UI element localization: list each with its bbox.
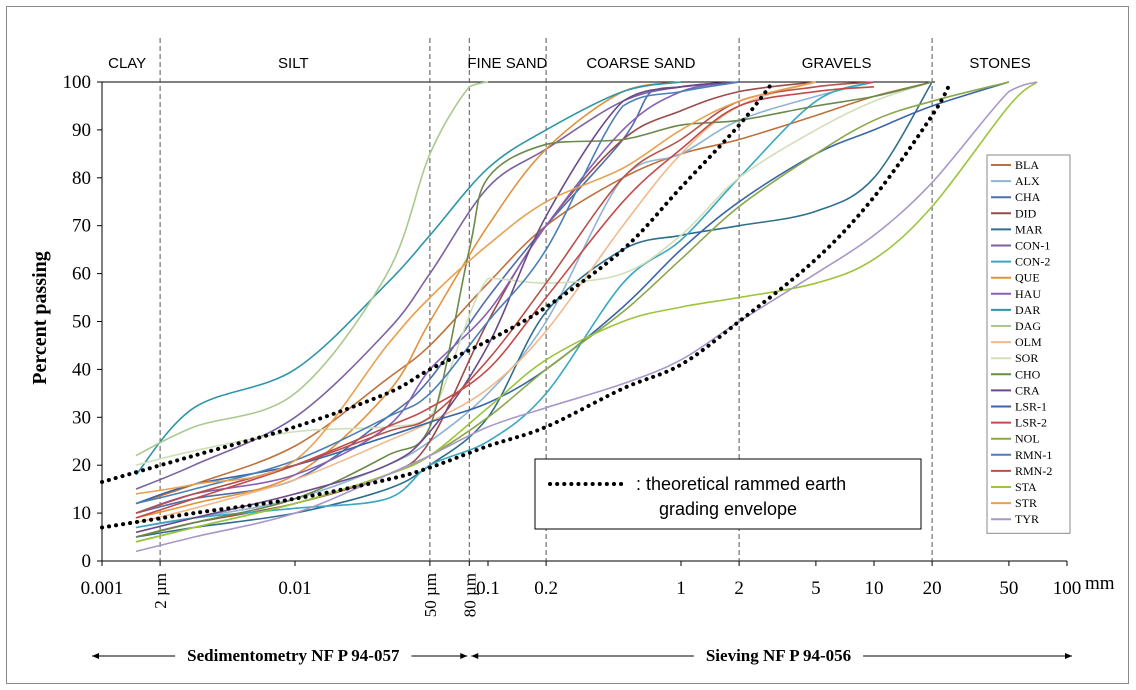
zone-label: CLAY (108, 55, 146, 72)
legend-label: OLM (1015, 335, 1042, 349)
legend-label: CHO (1015, 367, 1041, 381)
legend-label: STR (1015, 496, 1037, 510)
legend-label: BLA (1015, 158, 1039, 172)
method-arrowhead-left (471, 653, 479, 659)
envelope-curve (100, 80, 953, 530)
x-tick-label: 20 (923, 578, 942, 599)
envelope-group (100, 80, 953, 530)
legend-label: LSR-2 (1015, 416, 1047, 430)
x-tick-label-rotated: 2 µm (151, 573, 170, 609)
series-line-rmn-1 (135, 81, 740, 505)
method-arrowhead-left (92, 653, 99, 659)
method-label: Sieving NF P 94-056 (706, 646, 851, 665)
x-tick-label: 0.001 (81, 578, 124, 599)
y-tick-label: 50 (72, 312, 91, 333)
x-tick-label: 1 (676, 578, 686, 599)
series-line-str (135, 81, 817, 495)
legend-entries: BLA ALX CHA DID MAR CON-1 CON-2 QUE HAU DAR DAG OLM… (991, 158, 1052, 526)
legend-label: RMN-1 (1015, 448, 1052, 462)
series-line-rmn-2 (135, 81, 875, 514)
legend-label: STA (1015, 480, 1037, 494)
legend-label: LSR-1 (1015, 400, 1047, 414)
annotation-text-line: : theoretical rammed earth (636, 474, 846, 494)
legend-label: CRA (1015, 383, 1040, 397)
series-line-con-2 (135, 81, 875, 529)
x-tick-label: 0.01 (278, 578, 311, 599)
method-label: Sedimentometry NF P 94-057 (187, 646, 400, 665)
x-tick-label: 10 (865, 578, 884, 599)
legend-label: RMN-2 (1015, 464, 1052, 478)
annotation-box (534, 458, 922, 530)
x-tick-label: 0.1 (476, 578, 500, 599)
legend-label: DID (1015, 206, 1037, 220)
series-line-lsr-1 (135, 81, 1010, 505)
method-arrows: Sedimentometry NF P 94-057 Sieving NF P 9… (92, 646, 1072, 665)
series-line-bla (135, 81, 933, 505)
method-arrowhead-right (460, 653, 468, 659)
series-line-tyr (135, 81, 1038, 553)
envelope-curve (100, 80, 776, 484)
series-line-que (135, 81, 682, 519)
legend-label: CON-1 (1015, 239, 1050, 253)
y-tick-label: 90 (72, 120, 91, 141)
legend-label: MAR (1015, 222, 1042, 236)
annotation-text-line: grading envelope (659, 499, 797, 519)
y-tick-label: 70 (72, 216, 91, 237)
x-tick-label: 100 (1053, 578, 1082, 599)
legend-label: DAR (1015, 303, 1040, 317)
axes-group: 0 10 20 30 40 50 60 70 80 90 100 0.001 0.01 0.1 0.2 1 2 5… (63, 72, 1082, 617)
series-line-dag (135, 81, 489, 457)
legend-label: SOR (1015, 351, 1038, 365)
y-tick-label: 100 (63, 72, 92, 93)
zone-label: SILT (278, 55, 309, 72)
legend-label: ALX (1015, 174, 1040, 188)
series-line-cra (135, 81, 740, 534)
series-line-dar (135, 81, 682, 476)
series-line-olm (135, 81, 817, 524)
x-tick-label: 0.2 (534, 578, 558, 599)
zone-label: GRAVELS (802, 55, 872, 72)
zone-label: COARSE SAND (586, 55, 695, 72)
legend-label: NOL (1015, 432, 1040, 446)
series-line-cha (135, 81, 740, 514)
series-line-sor (135, 81, 933, 466)
x-tick-label: 50 (999, 578, 1018, 599)
zone-label: STONES (969, 55, 1030, 72)
legend-label: CON-2 (1015, 255, 1050, 269)
y-axis-label: Percent passing (29, 251, 51, 385)
y-tick-label: 60 (72, 264, 91, 285)
series-line-con-1 (135, 81, 740, 490)
legend-label: QUE (1015, 271, 1040, 285)
x-tick-label: 5 (811, 578, 821, 599)
x-axis-unit: mm (1085, 573, 1115, 594)
legend-label: CHA (1015, 190, 1041, 204)
y-tick-label: 40 (72, 359, 91, 380)
legend-label: TYR (1015, 512, 1039, 526)
y-tick-label: 30 (72, 407, 91, 428)
figure-frame (6, 6, 1129, 684)
x-tick-label-rotated: 50 µm (421, 573, 440, 617)
series-line-hau (135, 81, 740, 514)
series-group (135, 81, 1038, 553)
x-tick-label: 2 (734, 578, 744, 599)
y-tick-label: 20 (72, 455, 91, 476)
y-tick-label: 0 (82, 551, 92, 572)
y-tick-label: 10 (72, 503, 91, 524)
series-line-sta (135, 81, 1038, 543)
legend-label: DAG (1015, 319, 1041, 333)
envelope-annotation: : theoretical rammed earth grading envelo… (534, 458, 922, 530)
zone-label: FINE SAND (467, 55, 547, 72)
x-tick-label-rotated: 80 µm (460, 573, 479, 617)
method-arrowhead-right (1065, 653, 1072, 659)
y-tick-label: 80 (72, 168, 91, 189)
legend-label: HAU (1015, 287, 1041, 301)
